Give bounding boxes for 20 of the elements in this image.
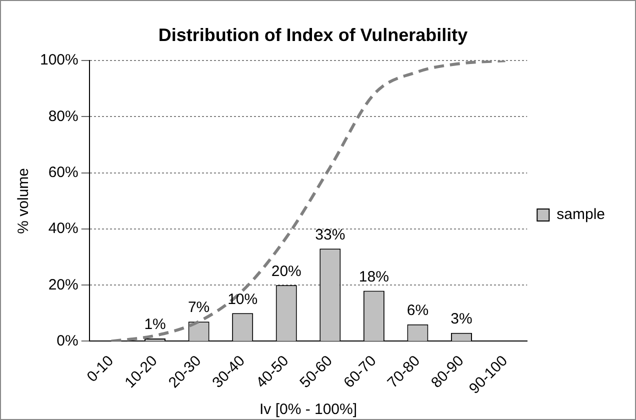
y-axis-title: % volume <box>15 168 32 234</box>
y-tick-label: 40% <box>48 220 78 238</box>
data-label: 20% <box>271 262 302 280</box>
y-tick-label: 0% <box>56 332 78 350</box>
y-tick-label: 60% <box>48 164 78 181</box>
y-tick-label: 100% <box>40 52 78 69</box>
data-label: 1% <box>144 316 166 334</box>
x-tick-label: 0-10 <box>84 352 118 386</box>
y-tick-label: 20% <box>48 276 78 294</box>
data-label: 33% <box>315 226 346 244</box>
x-axis-title: Iv [0% - 100%] <box>259 401 358 418</box>
data-label: 7% <box>188 299 210 316</box>
data-label: 10% <box>228 290 258 308</box>
line-series <box>110 60 507 342</box>
chart-title: Distribution of Index of Vulnerability <box>158 24 468 45</box>
data-label: 6% <box>406 302 429 320</box>
y-tick-label: 80% <box>48 108 78 125</box>
legend-label: sample <box>556 206 606 224</box>
data-label: 18% <box>358 268 389 286</box>
data-label: 3% <box>450 310 472 328</box>
